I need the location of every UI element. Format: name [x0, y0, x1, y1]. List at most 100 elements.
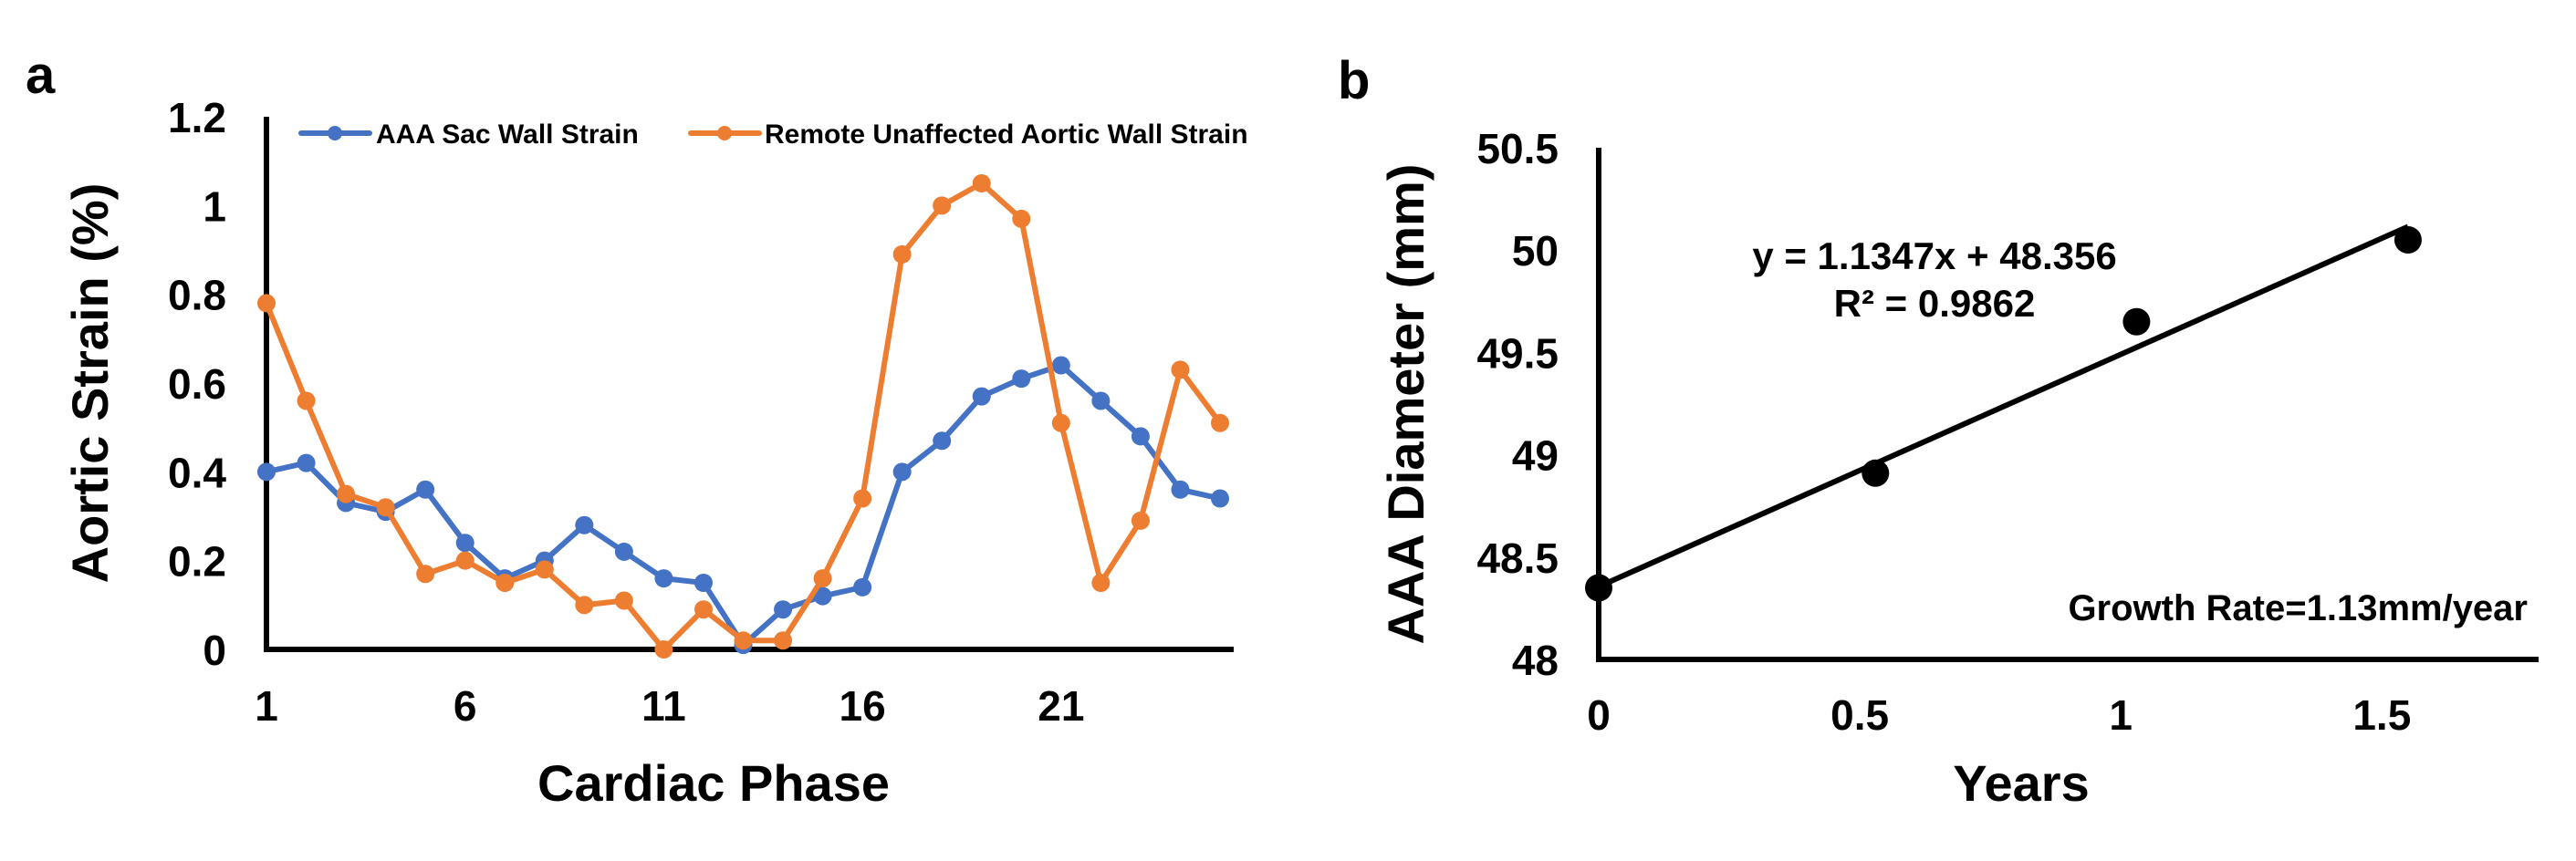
data-point-remote-unaffected-aortic-wall-strain	[1171, 360, 1190, 379]
data-point-remote-unaffected-aortic-wall-strain	[1131, 511, 1150, 530]
data-point-remote-unaffected-aortic-wall-strain	[1091, 574, 1111, 592]
data-point-remote-unaffected-aortic-wall-strain	[535, 560, 554, 579]
data-point-remote-unaffected-aortic-wall-strain	[1012, 209, 1031, 228]
y-tick-label: 0.8	[168, 272, 226, 319]
y-tick-label: 48	[1512, 637, 1559, 684]
x-tick-label: 1	[2109, 691, 2133, 739]
x-tick-label: 0	[1587, 691, 1611, 739]
data-point-remote-unaffected-aortic-wall-strain	[257, 294, 276, 313]
data-point-aaa-sac-wall-strain	[1012, 369, 1031, 389]
panel-b-series	[1585, 223, 2422, 602]
panel-a-y-axis-title: Aortic Strain (%)	[61, 183, 119, 584]
panel-a-label: a	[26, 46, 56, 105]
x-tick-label: 11	[641, 682, 686, 730]
panel-b: b 48 48.5 49 49.5 50 50.5 0 0.5 1 1.5 y = 1.1347…	[1338, 51, 2539, 812]
data-point-remote-unaffected-aortic-wall-strain	[614, 591, 633, 610]
data-point-remote-unaffected-aortic-wall-strain	[1051, 413, 1070, 432]
data-point-remote-unaffected-aortic-wall-strain	[813, 569, 832, 588]
data-point-remote-unaffected-aortic-wall-strain	[376, 498, 395, 517]
y-tick-label: 1	[203, 182, 226, 230]
data-point-remote-unaffected-aortic-wall-strain	[694, 600, 713, 619]
data-point-remote-unaffected-aortic-wall-strain	[297, 391, 316, 410]
data-point-remote-unaffected-aortic-wall-strain	[416, 565, 435, 584]
legend-swatch-aaa-sac-marker	[328, 126, 342, 140]
x-tick-label: 0.5	[1830, 691, 1889, 739]
data-point-remote-unaffected-aortic-wall-strain	[654, 640, 673, 659]
data-point-remote-unaffected-aortic-wall-strain	[734, 631, 753, 650]
data-point-remote-unaffected-aortic-wall-strain	[972, 174, 991, 192]
data-point-remote-unaffected-aortic-wall-strain	[774, 631, 793, 650]
panel-a: a 00.20.40.60.811.2 1 6 11 16 21 AAA Sac Wal…	[26, 46, 1248, 812]
data-point-remote-unaffected-aortic-wall-strain	[1211, 413, 1229, 432]
panel-b-y-axis-title: AAA Diameter (mm)	[1377, 164, 1434, 645]
panel-b-x-tick-labels: 0 0.5 1 1.5	[1587, 691, 2411, 739]
data-point-aaa-sac-wall-strain	[813, 586, 832, 606]
trendline-r-squared: R² = 0.9862	[1834, 282, 2036, 325]
panel-a-axes	[264, 117, 1234, 652]
data-point-aaa-sac-wall-strain	[257, 462, 276, 482]
data-point-aaa-sac-wall-strain	[1211, 489, 1229, 508]
y-tick-label: 48.5	[1476, 534, 1559, 582]
data-point-aaa-sac-wall-strain	[774, 600, 793, 619]
data-point-aaa-sac-wall-strain	[416, 480, 435, 499]
x-tick-label: 1	[255, 682, 278, 730]
legend-label-aaa-sac: AAA Sac Wall Strain	[376, 119, 639, 150]
scatter-point	[2122, 307, 2151, 336]
panel-b-x-axis-title: Years	[1953, 754, 2090, 812]
panel-a-x-axis-title: Cardiac Phase	[537, 754, 890, 812]
data-point-aaa-sac-wall-strain	[1131, 427, 1150, 446]
data-point-aaa-sac-wall-strain	[575, 515, 594, 534]
x-tick-label: 1.5	[2352, 691, 2411, 739]
y-tick-label: 0	[203, 627, 226, 674]
data-point-remote-unaffected-aortic-wall-strain	[933, 196, 952, 215]
data-point-aaa-sac-wall-strain	[972, 387, 991, 406]
scatter-point	[1585, 574, 1612, 602]
panel-a-series	[257, 174, 1229, 659]
y-tick-label: 49	[1512, 432, 1559, 480]
y-tick-label: 0.4	[168, 449, 226, 496]
data-point-aaa-sac-wall-strain	[1171, 480, 1190, 499]
series-line-remote-unaffected-aortic-wall-strain	[264, 181, 1223, 652]
y-tick-label: 50	[1512, 227, 1559, 275]
data-point-aaa-sac-wall-strain	[853, 577, 872, 596]
data-point-aaa-sac-wall-strain	[297, 453, 316, 472]
panel-a-legend: AAA Sac Wall Strain Remote Unaffected Ao…	[298, 119, 1248, 150]
x-tick-label: 21	[1038, 682, 1084, 730]
data-point-remote-unaffected-aortic-wall-strain	[892, 244, 912, 264]
data-point-aaa-sac-wall-strain	[892, 462, 912, 482]
scatter-point	[2393, 225, 2422, 254]
trendline	[1597, 223, 2410, 589]
y-tick-label: 0.2	[168, 538, 226, 586]
data-point-remote-unaffected-aortic-wall-strain	[495, 574, 515, 592]
series-line-aaa-sac-wall-strain	[266, 362, 1221, 648]
legend-swatch-remote-marker	[717, 126, 732, 140]
panel-b-axes	[1596, 148, 2539, 662]
scatter-point	[1862, 459, 1890, 487]
data-point-aaa-sac-wall-strain	[654, 569, 673, 588]
data-point-remote-unaffected-aortic-wall-strain	[853, 489, 872, 508]
y-tick-label: 1.2	[168, 94, 226, 141]
data-point-remote-unaffected-aortic-wall-strain	[337, 484, 356, 503]
data-point-remote-unaffected-aortic-wall-strain	[455, 551, 475, 570]
trendline-equation: y = 1.1347x + 48.356	[1752, 234, 2116, 277]
panel-b-label: b	[1338, 51, 1370, 110]
y-tick-label: 49.5	[1476, 329, 1559, 377]
data-point-aaa-sac-wall-strain	[1091, 391, 1111, 410]
data-point-aaa-sac-wall-strain	[455, 534, 475, 553]
legend-label-remote: Remote Unaffected Aortic Wall Strain	[765, 119, 1248, 150]
panel-b-y-tick-labels: 48 48.5 49 49.5 50 50.5	[1476, 125, 1559, 684]
series-remote-unaffected-aortic-wall-strain	[257, 174, 1229, 659]
data-point-remote-unaffected-aortic-wall-strain	[575, 596, 594, 615]
data-point-aaa-sac-wall-strain	[933, 431, 952, 451]
x-tick-label: 16	[840, 682, 886, 730]
panel-a-y-tick-labels: 0 0.2 0.4 0.6 0.8 1 1.2	[168, 94, 226, 674]
data-point-aaa-sac-wall-strain	[1051, 356, 1070, 375]
y-tick-label: 0.6	[168, 360, 226, 408]
x-tick-label: 6	[454, 682, 477, 730]
data-point-aaa-sac-wall-strain	[694, 574, 713, 592]
y-tick-label: 50.5	[1476, 125, 1559, 172]
data-point-aaa-sac-wall-strain	[614, 542, 633, 561]
growth-rate-annotation: Growth Rate=1.13mm/year	[2068, 588, 2528, 628]
